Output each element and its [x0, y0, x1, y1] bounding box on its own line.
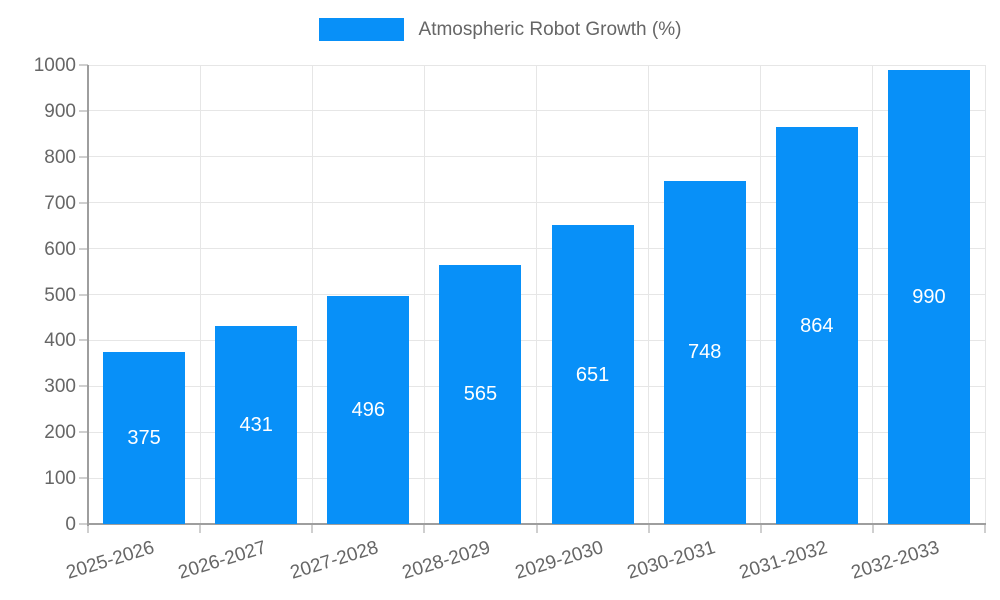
x-axis-tick — [199, 524, 202, 533]
bar-value-label: 496 — [351, 399, 385, 422]
x-axis-label: 2030-2031 — [624, 537, 718, 584]
bar: 651 — [551, 225, 634, 524]
gridline-vertical — [984, 65, 986, 524]
y-axis-label: 800 — [44, 146, 76, 168]
y-axis-label: 300 — [44, 376, 76, 398]
bar: 748 — [663, 180, 746, 524]
legend-item[interactable]: Atmospheric Robot Growth (%) — [318, 18, 682, 41]
y-axis-tick — [79, 247, 88, 250]
y-axis-label: 900 — [44, 100, 76, 122]
y-axis-tick — [79, 293, 88, 296]
gridline-vertical — [648, 65, 650, 524]
legend-label: Atmospheric Robot Growth (%) — [418, 18, 682, 40]
y-axis-label: 100 — [44, 468, 76, 490]
gridline-vertical — [199, 65, 201, 524]
x-axis-label: 2029-2030 — [512, 537, 606, 584]
y-axis-label: 700 — [44, 192, 76, 214]
gridline-vertical — [536, 65, 537, 524]
y-axis-label: 0 — [65, 514, 76, 535]
y-axis-tick — [79, 201, 88, 204]
y-axis-label: 400 — [44, 330, 76, 352]
bar-value-label: 864 — [800, 314, 834, 337]
x-axis-label: 2025-2026 — [63, 537, 157, 584]
y-axis-tick — [79, 64, 88, 66]
bar: 496 — [327, 296, 410, 524]
y-axis-line — [87, 65, 89, 526]
gridline-vertical — [423, 65, 425, 524]
y-axis-tick — [79, 385, 88, 388]
y-axis-label: 500 — [44, 284, 76, 306]
y-axis-label: 600 — [44, 238, 76, 260]
x-axis-label: 2028-2029 — [400, 537, 494, 584]
gridline-vertical — [872, 65, 874, 524]
bar: 565 — [439, 264, 522, 524]
y-axis-tick — [79, 155, 88, 158]
y-axis-tick — [79, 109, 88, 112]
y-axis-tick — [79, 339, 88, 342]
x-axis-tick — [87, 524, 89, 533]
x-axis-label: 2031-2032 — [736, 537, 830, 584]
y-axis-label: 200 — [44, 422, 76, 444]
bar-value-label: 990 — [912, 285, 946, 308]
y-axis-tick — [79, 431, 88, 434]
x-axis-tick — [759, 524, 762, 533]
x-axis-tick — [535, 524, 538, 533]
bar: 990 — [887, 69, 970, 524]
y-axis-label: 1000 — [33, 55, 76, 76]
x-axis-label: 2026-2027 — [175, 537, 270, 584]
bar-value-label: 748 — [688, 341, 722, 364]
bar: 431 — [215, 326, 298, 524]
gridline-vertical — [760, 65, 762, 524]
x-axis-tick — [871, 524, 874, 533]
bar-value-label: 565 — [463, 383, 498, 406]
legend-swatch-icon — [318, 18, 404, 41]
bar: 864 — [775, 127, 858, 524]
x-axis-tick — [984, 524, 986, 533]
x-axis-tick — [311, 524, 314, 533]
x-axis-line — [87, 523, 986, 525]
bar-value-label: 651 — [575, 363, 610, 386]
x-axis-tick — [423, 524, 426, 533]
bar-value-label: 431 — [239, 414, 273, 437]
x-axis-label: 2027-2028 — [288, 537, 382, 584]
gridline-vertical — [311, 65, 313, 524]
bar-value-label: 375 — [127, 426, 161, 449]
bar: 375 — [103, 351, 186, 524]
x-axis-label: 2032-2033 — [848, 537, 942, 584]
legend: Atmospheric Robot Growth (%) — [0, 18, 1000, 41]
y-axis-tick — [79, 477, 88, 480]
y-axis-tick — [79, 523, 88, 525]
x-axis-tick — [647, 524, 650, 533]
